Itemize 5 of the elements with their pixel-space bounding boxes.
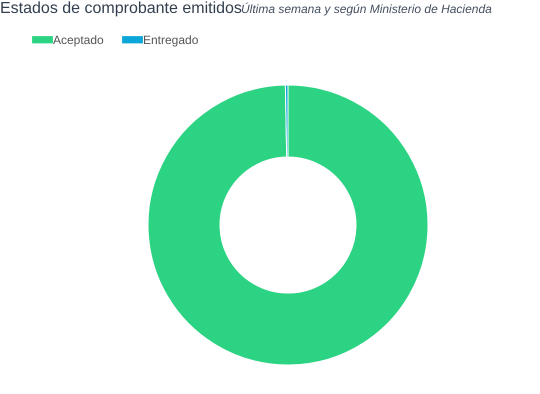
- chart-title: Estados de comprobante emitidos: [0, 0, 242, 17]
- chart-subtitle: Última semana y según Ministerio de Hacienda: [241, 2, 492, 16]
- legend-label: Entregado: [143, 32, 199, 47]
- legend-label: Aceptado: [53, 32, 104, 47]
- donut-slice: [148, 84, 428, 366]
